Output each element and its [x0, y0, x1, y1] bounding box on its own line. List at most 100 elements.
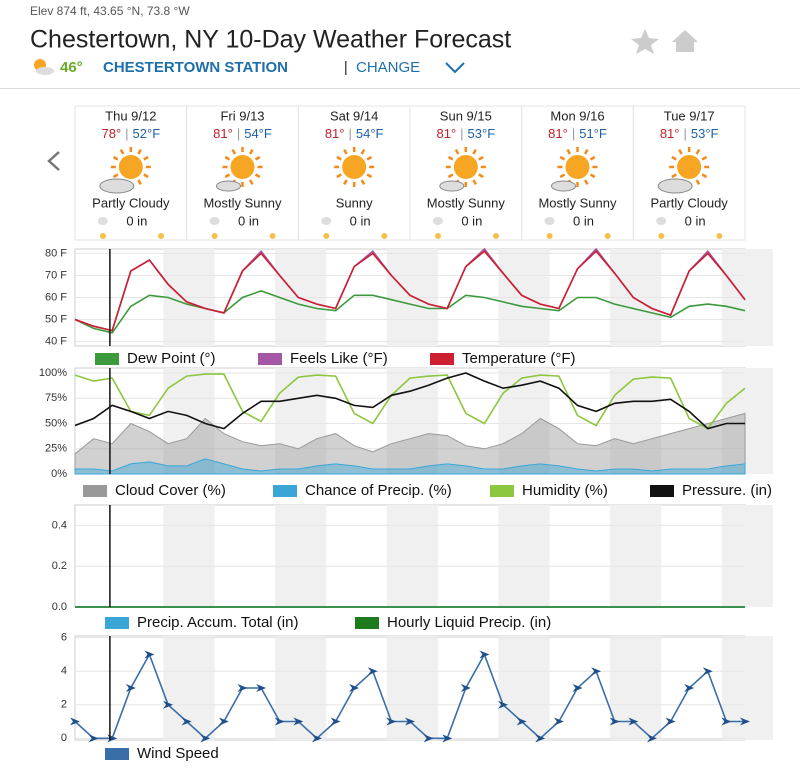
- legend-label: Wind Speed: [137, 745, 219, 762]
- wind-marker: [256, 684, 267, 692]
- sun-ray: [478, 173, 484, 179]
- wind-marker: [405, 717, 415, 726]
- prev-arrow[interactable]: [47, 151, 60, 171]
- sunset-dot: [716, 233, 723, 239]
- wind-marker: [646, 734, 657, 743]
- sun: [230, 155, 255, 179]
- sun-ray: [566, 149, 572, 155]
- sun-ray: [559, 155, 566, 161]
- day-high: 81°: [436, 126, 456, 141]
- wind-marker: [609, 717, 620, 726]
- precip-drop: [97, 217, 108, 225]
- change-chevron[interactable]: [445, 62, 465, 74]
- temp-separator: |: [460, 126, 463, 141]
- legend-swatch: [105, 748, 129, 760]
- y-tick-label: 0.4: [52, 519, 67, 531]
- y-tick-label: 0: [61, 732, 67, 744]
- night-band: [610, 505, 662, 607]
- y-tick-label: 100%: [39, 367, 67, 379]
- line: [74, 290, 746, 334]
- precip-drop: [656, 217, 667, 225]
- sun-ray: [671, 155, 677, 161]
- sun-ray: [336, 155, 342, 161]
- y-tick-label: 50%: [45, 417, 67, 429]
- area: [74, 412, 746, 475]
- night-band: [163, 505, 215, 607]
- sun-ray: [366, 173, 373, 179]
- home-icon[interactable]: [672, 30, 698, 52]
- precip-drop: [321, 217, 332, 225]
- sunrise-dot: [546, 233, 553, 239]
- y-tick-label: 6: [61, 632, 67, 644]
- sunrise-dot: [211, 233, 218, 239]
- sunset-dot: [158, 233, 164, 239]
- divider: [0, 88, 800, 89]
- current-temp: 46°: [60, 59, 83, 76]
- wind-marker: [442, 734, 453, 743]
- wind-marker: [498, 700, 509, 709]
- sun-ray: [678, 149, 683, 155]
- sun: [565, 155, 590, 179]
- sun-ray: [224, 173, 231, 179]
- wind-marker: [274, 717, 285, 726]
- sunrise-dot: [435, 233, 441, 239]
- day-temps: 81° | 53°F: [436, 126, 495, 141]
- sunset-dot: [604, 233, 611, 239]
- legend-swatch: [105, 617, 129, 629]
- sun-ray: [254, 155, 261, 161]
- day-high: 81°: [213, 126, 233, 141]
- legend-label: Precip. Accum. Total (in): [137, 614, 298, 631]
- legend-label: Hourly Liquid Precip. (in): [387, 614, 551, 631]
- cloud: [216, 180, 241, 192]
- temp-separator: |: [572, 126, 575, 141]
- day-precip: 0 in: [350, 213, 371, 228]
- sun-ray: [472, 149, 477, 155]
- day-condition: Mostly Sunny: [203, 195, 282, 210]
- sunrise-dot: [658, 233, 665, 239]
- sun-ray: [447, 173, 454, 179]
- wind-marker: [349, 684, 360, 692]
- page-title: Chestertown, NY 10-Day Weather Forecast: [30, 26, 511, 54]
- day-date: Fri 9/13: [220, 108, 264, 123]
- wind-marker: [311, 734, 322, 743]
- day-condition: Sunny: [336, 195, 373, 210]
- legend-label: Chance of Precip. (%): [305, 482, 452, 499]
- day-condition: Partly Cloudy: [92, 195, 170, 210]
- change-link[interactable]: CHANGE: [356, 59, 420, 76]
- day-precip: 0 in: [573, 213, 594, 228]
- y-tick-label: 0.0: [52, 601, 67, 613]
- line: [74, 373, 746, 430]
- precip-drop: [432, 217, 443, 225]
- day-temps: 81° | 54°F: [213, 126, 272, 141]
- sun-ray: [119, 149, 125, 155]
- day-low: 54°F: [244, 126, 272, 141]
- day-date: Mon 9/16: [550, 108, 604, 123]
- sun-ray: [224, 155, 231, 161]
- area: [74, 458, 746, 475]
- sun-ray: [343, 179, 348, 185]
- sun-ray: [360, 149, 366, 155]
- legend-swatch: [430, 353, 454, 365]
- sun: [118, 155, 143, 179]
- legend-swatch: [83, 485, 107, 497]
- legend-swatch: [258, 353, 282, 365]
- favorite-star[interactable]: [631, 29, 659, 54]
- day-high: 78°: [101, 126, 121, 141]
- legend-label: Pressure. (in): [682, 482, 772, 499]
- sun-ray: [478, 155, 484, 161]
- y-tick-label: 60 F: [45, 291, 67, 303]
- wind-marker: [516, 717, 527, 726]
- day-temps: 81° | 54°F: [325, 126, 384, 141]
- day-low: 51°F: [579, 126, 607, 141]
- legend-swatch: [95, 353, 119, 365]
- wind-marker: [181, 717, 192, 726]
- legend-swatch: [273, 485, 297, 497]
- sun-ray: [472, 179, 477, 185]
- sunset-dot: [493, 233, 499, 239]
- temp-separator: |: [237, 126, 240, 141]
- wind-marker: [423, 734, 434, 743]
- y-tick-label: 2: [61, 699, 67, 711]
- temp-separator: |: [349, 126, 352, 141]
- wind-marker: [367, 667, 378, 676]
